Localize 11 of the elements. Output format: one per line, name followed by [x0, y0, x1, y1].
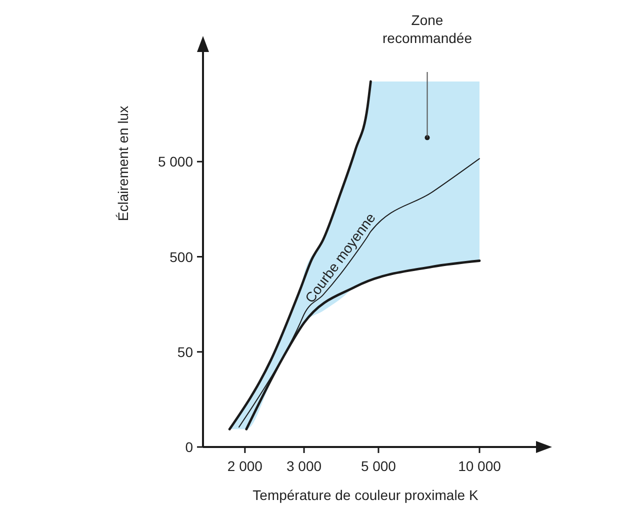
x-axis-title: Température de couleur proximale K	[252, 487, 479, 503]
x-tick-label: 10 000	[458, 458, 502, 474]
y-tick-label: 50	[177, 344, 194, 360]
y-tick-label: 0	[185, 439, 194, 455]
x-tick-label: 2 000	[227, 458, 263, 474]
x-tick-label: 5 000	[360, 458, 396, 474]
x-tick-label: 3 000	[286, 458, 322, 474]
annotation: Zone recommandée	[382, 12, 472, 46]
y-tick-label: 5 000	[158, 154, 194, 170]
y-tick-label: 500	[170, 248, 194, 265]
y-axis-title: Éclairement en lux	[115, 106, 131, 222]
